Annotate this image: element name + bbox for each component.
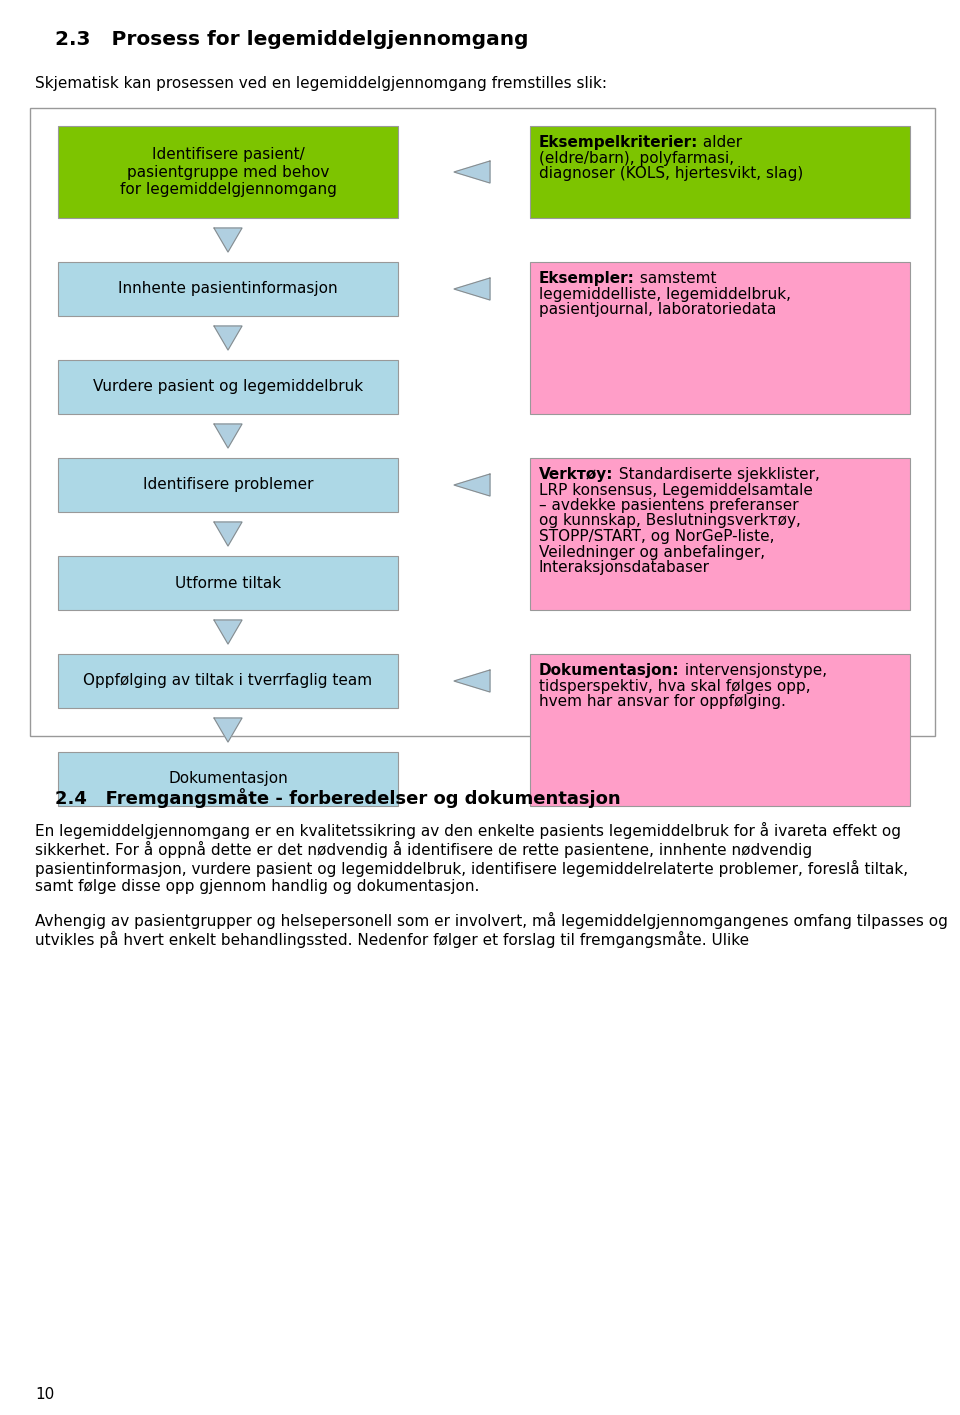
Polygon shape: [454, 669, 490, 692]
Bar: [58, 556, 398, 610]
Bar: [530, 126, 910, 218]
Text: Interaksjonsdatabaser: Interaksjonsdatabaser: [539, 560, 710, 574]
Text: Dokumentasjon: Dokumentasjon: [168, 771, 288, 787]
Bar: [30, 108, 935, 736]
Text: Identifisere problemer: Identifisere problemer: [143, 477, 313, 492]
Bar: [530, 654, 910, 807]
Text: Innhente pasientinformasjon: Innhente pasientinformasjon: [118, 282, 338, 297]
Text: Eksempler:: Eksempler:: [539, 272, 635, 286]
Bar: [58, 262, 398, 316]
Bar: [530, 262, 910, 415]
Bar: [58, 126, 398, 218]
Text: LRP konsensus, Legemiddelsamtale: LRP konsensus, Legemiddelsamtale: [539, 483, 813, 498]
Text: pasientjournal, laboratoriedata: pasientjournal, laboratoriedata: [539, 301, 777, 317]
Polygon shape: [454, 161, 490, 183]
Text: Identifisere pasient/
pasientgruppe med behov
for legemiddelgjennomgang: Identifisere pasient/ pasientgruppe med …: [120, 147, 336, 197]
Polygon shape: [214, 228, 242, 252]
Bar: [530, 458, 910, 610]
Text: sikkerhet. For å oppnå dette er det nødvendig å identifisere de rette pasientene: sikkerhet. For å oppnå dette er det nødv…: [35, 841, 812, 857]
Polygon shape: [214, 424, 242, 449]
Text: tidsperspektiv, hva skal følges opp,: tidsperspektiv, hva skal følges opp,: [539, 679, 810, 693]
Polygon shape: [214, 325, 242, 350]
Text: (eldre/barn), polyfarmasi,: (eldre/barn), polyfarmasi,: [539, 150, 734, 166]
Text: samt følge disse opp gjennom handlig og dokumentasjon.: samt følge disse opp gjennom handlig og …: [35, 879, 479, 894]
Text: pasientinformasjon, vurdere pasient og legemiddelbruk, identifisere legemiddelre: pasientinformasjon, vurdere pasient og l…: [35, 860, 908, 877]
Text: Veiledninger og anbefalinger,: Veiledninger og anbefalinger,: [539, 545, 765, 559]
Bar: [58, 359, 398, 415]
Text: 2.3   Prosess for legemiddelgjennomgang: 2.3 Prosess for legemiddelgjennomgang: [55, 30, 529, 50]
Text: En legemiddelgjennomgang er en kvalitetssikring av den enkelte pasients legemidd: En legemiddelgjennomgang er en kvalitets…: [35, 822, 901, 839]
Text: intervensjonstype,: intervensjonstype,: [680, 664, 827, 678]
Text: utvikles på hvert enkelt behandlingssted. Nedenfor følger et forslag til fremgan: utvikles på hvert enkelt behandlingssted…: [35, 931, 749, 948]
Polygon shape: [214, 620, 242, 644]
Text: og kunnskap, Beslutningsverkтøy,: og kunnskap, Beslutningsverkтøy,: [539, 514, 801, 528]
Text: Verkтøy:: Verkтøy:: [539, 467, 613, 483]
Text: Avhengig av pasientgrupper og helsepersonell som er involvert, må legemiddelgjen: Avhengig av pasientgrupper og helseperso…: [35, 913, 948, 930]
Text: alder: alder: [698, 134, 742, 150]
Bar: [58, 654, 398, 708]
Text: – avdekke pasientens preferanser: – avdekke pasientens preferanser: [539, 498, 799, 514]
Text: samstemt: samstemt: [635, 272, 716, 286]
Text: 2.4   Fremgangsmåte - forberedelser og dokumentasjon: 2.4 Fremgangsmåte - forberedelser og dok…: [55, 788, 620, 808]
Text: Utforme tiltak: Utforme tiltak: [175, 576, 281, 590]
Text: Eksempelkriterier:: Eksempelkriterier:: [539, 134, 698, 150]
Polygon shape: [214, 522, 242, 546]
Text: Oppfølging av tiltak i tverrfaglig team: Oppfølging av tiltak i tverrfaglig team: [84, 674, 372, 689]
Bar: [58, 751, 398, 807]
Text: Vurdere pasient og legemiddelbruk: Vurdere pasient og legemiddelbruk: [93, 379, 363, 395]
Text: legemiddelliste, legemiddelbruk,: legemiddelliste, legemiddelbruk,: [539, 286, 791, 301]
Text: 10: 10: [35, 1387, 55, 1402]
Text: Standardiserte sjekklister,: Standardiserte sjekklister,: [613, 467, 820, 483]
Polygon shape: [454, 277, 490, 300]
Polygon shape: [214, 717, 242, 741]
Text: STOPP/START, og NorGeP-liste,: STOPP/START, og NorGeP-liste,: [539, 529, 775, 543]
Text: diagnoser (KOLS, hjertesvikt, slag): diagnoser (KOLS, hjertesvikt, slag): [539, 166, 804, 181]
Bar: [58, 458, 398, 512]
Polygon shape: [454, 474, 490, 497]
Text: Skjematisk kan prosessen ved en legemiddelgjennomgang fremstilles slik:: Skjematisk kan prosessen ved en legemidd…: [35, 76, 607, 91]
Text: Dokumentasjon:: Dokumentasjon:: [539, 664, 680, 678]
Text: hvem har ansvar for oppfølging.: hvem har ansvar for oppfølging.: [539, 693, 786, 709]
